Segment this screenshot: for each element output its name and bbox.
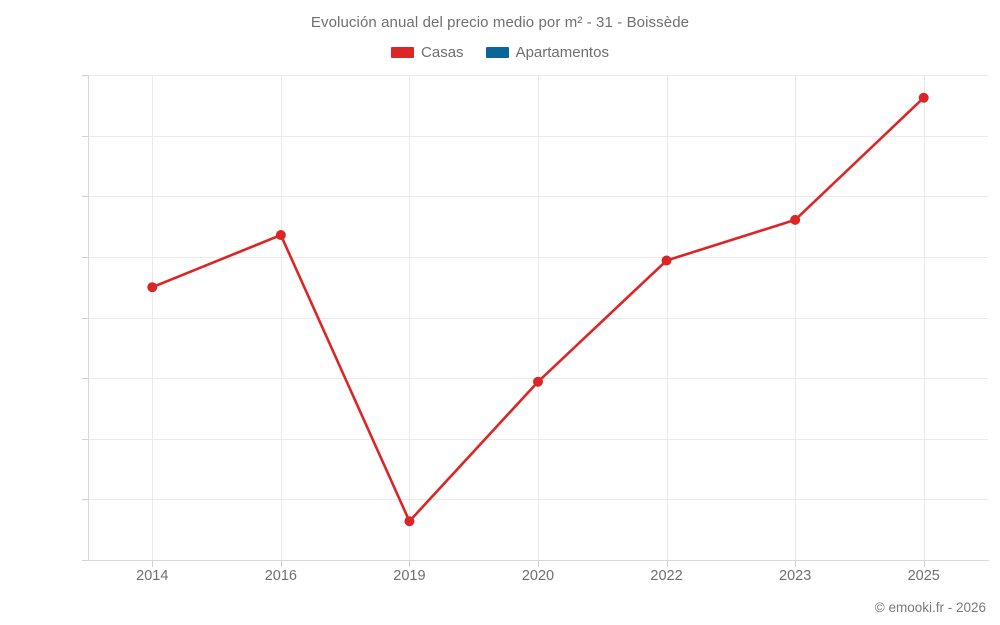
x-tick-label: 2023 xyxy=(779,568,812,584)
x-tick-label: 2016 xyxy=(264,568,297,584)
y-tick-mark xyxy=(82,560,88,561)
x-tick-label: 2022 xyxy=(650,568,683,584)
y-tick-mark xyxy=(82,317,88,319)
legend-label: Casas xyxy=(421,44,464,61)
x-tick-label: 2019 xyxy=(393,568,426,584)
legend-item-apartamentos[interactable]: Apartamentos xyxy=(485,44,609,61)
data-point-marker[interactable] xyxy=(918,92,929,103)
y-tick-mark xyxy=(82,378,88,380)
gridline-vertical xyxy=(795,75,797,560)
x-tick-mark xyxy=(152,561,154,567)
x-tick-mark xyxy=(923,561,925,567)
x-tick-mark xyxy=(666,561,668,567)
x-tick-mark xyxy=(538,561,539,567)
y-tick-mark xyxy=(82,499,88,501)
x-tick-label: 2020 xyxy=(521,568,555,584)
x-tick-mark xyxy=(795,561,797,567)
data-point-marker[interactable] xyxy=(533,376,543,387)
gridline-vertical xyxy=(152,75,154,560)
footer-credit: © emooki.fr - 2026 xyxy=(874,600,986,615)
data-point-marker[interactable] xyxy=(147,282,158,293)
gridline-vertical xyxy=(666,75,668,560)
x-axis-line xyxy=(88,560,989,561)
y-tick-mark xyxy=(82,438,88,440)
series-line-casas xyxy=(150,96,926,523)
chart-title: Evolución anual del precio medio por m² … xyxy=(310,14,690,31)
x-tick-mark xyxy=(409,561,411,567)
gridline-vertical xyxy=(409,75,411,560)
data-point-marker[interactable] xyxy=(661,255,672,266)
x-tick-mark xyxy=(280,561,282,567)
legend-swatch-icon xyxy=(485,47,509,58)
legend-swatch-icon xyxy=(391,47,415,58)
gridline-vertical xyxy=(538,75,539,560)
data-point-marker[interactable] xyxy=(790,214,801,225)
chart-legend: Casas Apartamentos xyxy=(0,44,1000,61)
y-axis-line xyxy=(88,75,89,561)
x-tick-label: 2025 xyxy=(907,568,940,584)
y-tick-mark xyxy=(82,256,88,258)
data-point-marker[interactable] xyxy=(404,516,415,527)
gridline-vertical xyxy=(923,75,925,560)
y-tick-mark xyxy=(82,75,88,76)
legend-label: Apartamentos xyxy=(515,44,609,61)
legend-item-casas[interactable]: Casas xyxy=(391,44,464,61)
y-tick-mark xyxy=(82,135,88,137)
gridline-vertical xyxy=(280,75,282,560)
x-tick-label: 2014 xyxy=(136,568,169,584)
data-point-marker[interactable] xyxy=(275,230,286,241)
y-tick-mark xyxy=(82,196,88,198)
